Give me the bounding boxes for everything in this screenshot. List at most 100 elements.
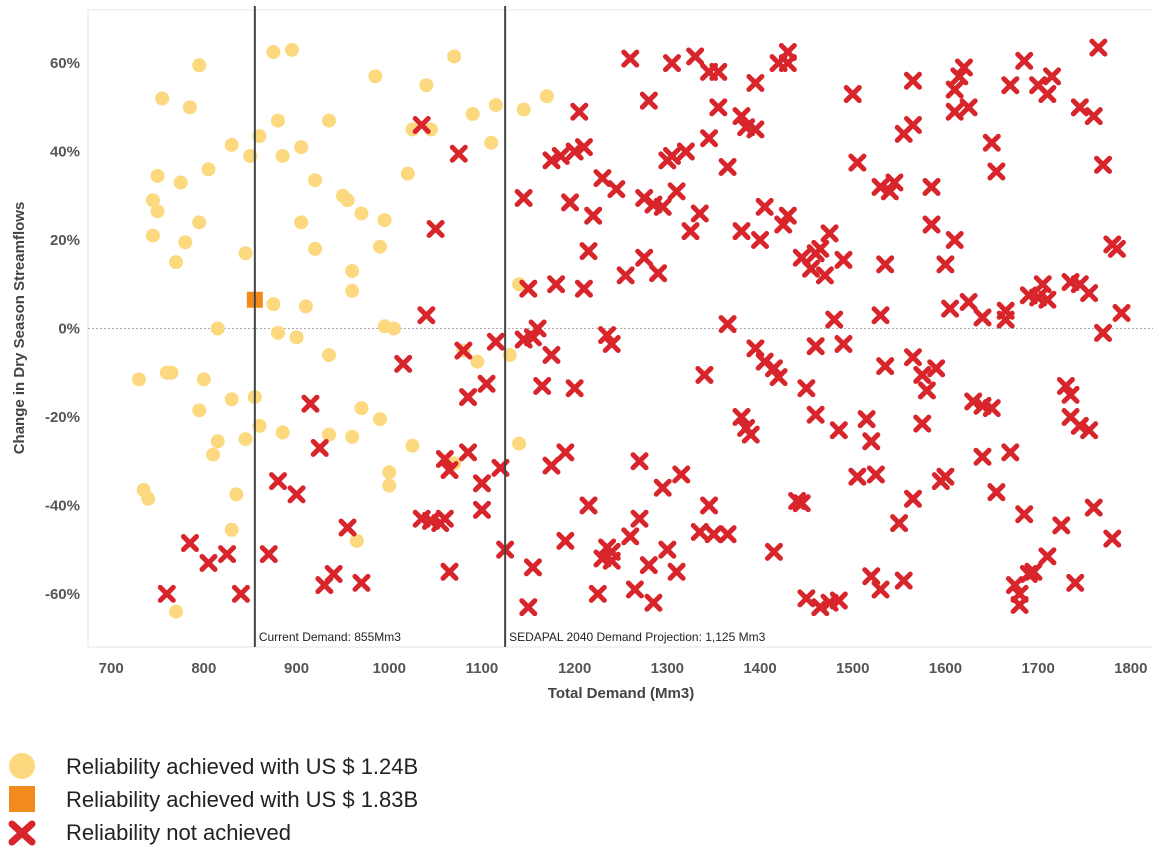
circle-point	[539, 89, 554, 104]
x-point	[231, 584, 250, 603]
x-point	[802, 259, 821, 278]
x-point	[551, 146, 570, 165]
x-point	[658, 540, 677, 559]
circle-point	[266, 45, 281, 60]
circle-point	[182, 100, 197, 115]
x-point	[459, 388, 478, 407]
circle-point	[131, 372, 146, 387]
x-point	[574, 138, 593, 157]
circle-point	[145, 228, 160, 243]
x-point	[876, 255, 895, 274]
circle-point	[447, 49, 462, 64]
x-point	[1010, 595, 1029, 614]
x-point	[834, 250, 853, 269]
x-tick-label: 1800	[1114, 660, 1147, 677]
x-point	[1038, 290, 1057, 309]
x-point	[472, 474, 491, 493]
x-point	[1070, 98, 1089, 117]
circle-point	[271, 325, 286, 340]
circle-point	[349, 533, 364, 548]
x-point	[523, 558, 542, 577]
x-point	[764, 359, 783, 378]
legend-label-124: Reliability achieved with US $ 1.24B	[66, 754, 419, 779]
x-point	[913, 414, 932, 433]
x-point	[964, 392, 983, 411]
x-point	[616, 266, 635, 285]
x-point	[996, 310, 1015, 329]
x-point	[913, 365, 932, 384]
x-point	[528, 319, 547, 338]
x-point	[732, 222, 751, 241]
x-point	[686, 47, 705, 66]
circle-point	[196, 372, 211, 387]
x-point	[542, 151, 561, 170]
x-point	[848, 153, 867, 172]
x-point	[1005, 576, 1024, 595]
x-point	[602, 334, 621, 353]
x-point	[477, 374, 496, 393]
x-point	[954, 58, 973, 77]
x-tick-label: 1300	[651, 660, 684, 677]
x-point	[936, 467, 955, 486]
x-point	[690, 522, 709, 541]
x-point	[1015, 51, 1034, 70]
x-point	[764, 542, 783, 561]
y-tick-label: -40%	[45, 497, 80, 514]
x-point	[815, 266, 834, 285]
y-tick-label: -60%	[45, 586, 80, 603]
x-point	[871, 306, 890, 325]
circle-point	[405, 438, 420, 453]
x-point	[1024, 562, 1043, 581]
x-tick-label: 1500	[836, 660, 869, 677]
x-point	[718, 525, 737, 544]
circle-point	[275, 425, 290, 440]
y-axis-title: Change in Dry Season Streamflows	[11, 202, 28, 455]
x-point	[894, 571, 913, 590]
circle-point	[345, 429, 360, 444]
circle-point	[382, 465, 397, 480]
x-point	[843, 85, 862, 104]
legend-label-183: Reliability achieved with US $ 1.83B	[66, 787, 419, 812]
x-point	[301, 394, 320, 413]
x-point	[778, 43, 797, 62]
circle-point	[243, 148, 258, 163]
x-point	[829, 421, 848, 440]
x-point	[607, 180, 626, 199]
circle-point	[238, 432, 253, 447]
x-point	[987, 162, 1006, 181]
x-point	[338, 518, 357, 537]
data-points	[131, 38, 1131, 619]
x-point	[440, 562, 459, 581]
x-point	[741, 425, 760, 444]
x-point	[945, 231, 964, 250]
x-point	[820, 224, 839, 243]
x-point	[649, 264, 668, 283]
x-point	[1061, 385, 1080, 404]
x-point	[797, 379, 816, 398]
y-tick-label: -20%	[45, 409, 80, 426]
circle-point	[345, 283, 360, 298]
x-point	[602, 551, 621, 570]
x-point	[871, 177, 890, 196]
x-point	[1033, 275, 1052, 294]
x-point	[862, 567, 881, 586]
circle-point	[368, 69, 383, 84]
x-point	[533, 377, 552, 396]
x-point	[565, 142, 584, 161]
x-point	[676, 142, 695, 161]
circle-point	[224, 522, 239, 537]
x-point	[662, 146, 681, 165]
x-tick-label: 800	[191, 660, 216, 677]
x-point	[871, 580, 890, 599]
x-mark-icon	[8, 820, 36, 846]
x-point	[662, 54, 681, 73]
x-point	[778, 206, 797, 225]
circle-point	[484, 135, 499, 150]
circle-point	[516, 102, 531, 117]
circle-point	[266, 297, 281, 312]
x-point	[755, 197, 774, 216]
x-point	[630, 452, 649, 471]
x-point	[667, 182, 686, 201]
x-point	[426, 219, 445, 238]
x-point	[973, 447, 992, 466]
